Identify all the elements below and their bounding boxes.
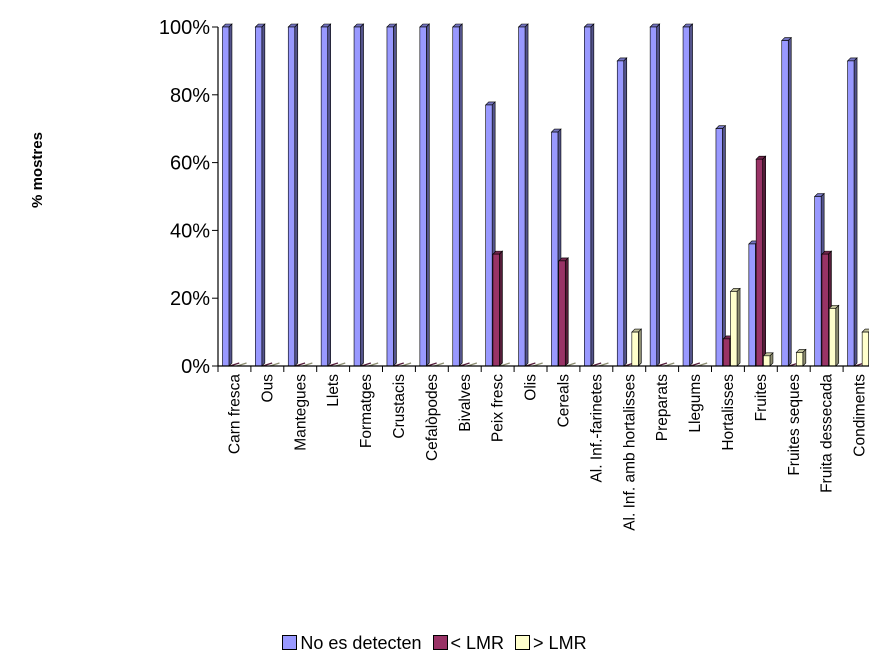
bar-no-es-detecten-7-side — [426, 23, 430, 367]
x-category-label: Hortalisses — [720, 374, 737, 451]
bar-lmr-18 — [796, 352, 804, 367]
bar-no-es-detecten-15-side — [689, 23, 693, 367]
x-category-label: Llets — [325, 374, 342, 407]
bar-lmr-16-side — [736, 287, 741, 367]
bar-no-es-detecten-13-side — [623, 57, 628, 367]
bar-lmr-19-side — [835, 304, 840, 367]
legend-swatch-no-es-detecten — [282, 635, 298, 650]
bar-lmr-11 — [558, 260, 566, 367]
bar-no-es-detecten-17 — [748, 243, 756, 367]
bar-lmr-18-side — [802, 348, 807, 367]
y-tick-label: 20% — [170, 288, 210, 310]
legend-label-lt-lmr: < LMR — [450, 633, 505, 653]
bar-no-es-detecten-14 — [649, 26, 657, 367]
bar-no-es-detecten-3-side — [294, 23, 299, 367]
legend-item-lt-lmr: < LMR — [432, 633, 505, 654]
x-category-label: Olis — [523, 374, 540, 401]
bar-no-es-detecten-16 — [715, 128, 723, 367]
bar-no-es-detecten-1-side — [228, 23, 233, 367]
legend-item-no-es-detecten: No es detecten — [282, 633, 421, 654]
legend-swatch-gt-lmr — [515, 635, 531, 650]
bar-lmr-17 — [763, 355, 771, 367]
bar-lmr-9-side — [499, 250, 503, 367]
bar-no-es-detecten-9 — [485, 104, 493, 367]
bar-no-es-detecten-18 — [781, 40, 789, 367]
x-category-label: Al. Inf. amb hortalisses — [621, 374, 638, 531]
bar-lmr-9 — [492, 253, 500, 367]
legend: No es detecten < LMR > LMR — [0, 633, 869, 654]
x-category-label: Fruites — [753, 374, 770, 422]
bar-no-es-detecten-13 — [616, 60, 625, 367]
x-category-label: Carn fresca — [226, 374, 243, 454]
bar-no-es-detecten-2-side — [261, 23, 266, 367]
bar-lmr-13-side — [638, 328, 642, 367]
bar-no-es-detecten-6 — [386, 26, 394, 367]
x-category-label: Al. Inf.-farinetes — [588, 374, 605, 483]
x-category-label: Condiments — [852, 374, 869, 457]
y-tick-label: 0% — [181, 356, 210, 378]
x-category-label: Mantegues — [292, 374, 309, 451]
bar-no-es-detecten-7 — [419, 26, 427, 367]
x-category-label: Peix fresc — [490, 374, 507, 442]
x-category-label: Cereals — [555, 374, 572, 428]
bar-no-es-detecten-15 — [682, 26, 690, 367]
bar-no-es-detecten-3 — [287, 26, 296, 367]
x-category-label: Llegums — [687, 374, 704, 433]
bar-lmr-19 — [828, 308, 837, 367]
bar-no-es-detecten-14-side — [656, 23, 660, 367]
x-category-label: Preparats — [654, 374, 671, 441]
bar-no-es-detecten-12-side — [590, 23, 595, 367]
y-tick-label: 100% — [159, 17, 210, 39]
bar-no-es-detecten-19 — [814, 196, 822, 367]
bar-no-es-detecten-4 — [320, 26, 328, 367]
bar-no-es-detecten-16-side — [722, 124, 726, 367]
x-category-label: Formatges — [358, 374, 375, 448]
bar-lmr-11-side — [564, 257, 569, 367]
bar-lmr-20 — [861, 331, 869, 367]
x-category-label: Fruites seques — [786, 374, 803, 476]
bar-no-es-detecten-20 — [847, 60, 855, 367]
bar-no-es-detecten-5 — [353, 26, 361, 367]
bar-no-es-detecten-4-side — [327, 23, 331, 367]
bar-lmr-16 — [722, 338, 731, 367]
y-axis-title: % mostres — [29, 132, 46, 208]
bar-no-es-detecten-2 — [255, 26, 263, 367]
x-category-label: Crustacis — [391, 374, 408, 439]
bar-no-es-detecten-8 — [452, 26, 460, 367]
bar-no-es-detecten-8-side — [458, 23, 463, 367]
bar-lmr-13 — [631, 331, 639, 367]
plot-area: 0% 20% 40% 60% 80% 100% Carn fresca Ous Mantegue… — [159, 17, 869, 531]
bar-lmr-16 — [730, 291, 738, 367]
x-category-label: Fruita dessecada — [819, 374, 836, 493]
legend-label-no-es-detecten: No es detecten — [300, 633, 422, 653]
bar-lmr-17 — [755, 158, 763, 367]
legend-label-gt-lmr: > LMR — [533, 633, 587, 653]
bar-no-es-detecten-5-side — [360, 23, 364, 367]
bar-lmr-17-side — [762, 155, 766, 367]
bar-no-es-detecten-12 — [584, 26, 592, 367]
x-category-label: Bivalves — [457, 374, 474, 432]
y-tick-label: 80% — [170, 85, 210, 107]
bar-no-es-detecten-10-side — [524, 23, 529, 367]
bar-lmr-20-top — [861, 328, 869, 333]
bar-no-es-detecten-20-side — [853, 57, 858, 367]
x-category-label: Cefalòpodes — [424, 374, 441, 461]
bar-no-es-detecten-10 — [518, 26, 526, 367]
bar-no-es-detecten-6-side — [393, 23, 397, 367]
bar-lmr-19 — [821, 253, 829, 367]
bar-no-es-detecten-18-side — [787, 36, 792, 367]
x-category-label: Ous — [259, 374, 276, 403]
bar-no-es-detecten-11 — [551, 131, 559, 367]
y-tick-label: 60% — [170, 153, 210, 175]
legend-item-gt-lmr: > LMR — [515, 633, 587, 654]
legend-swatch-lt-lmr — [432, 635, 448, 650]
y-tick-label: 40% — [170, 220, 210, 242]
bar-no-es-detecten-1 — [222, 26, 230, 367]
